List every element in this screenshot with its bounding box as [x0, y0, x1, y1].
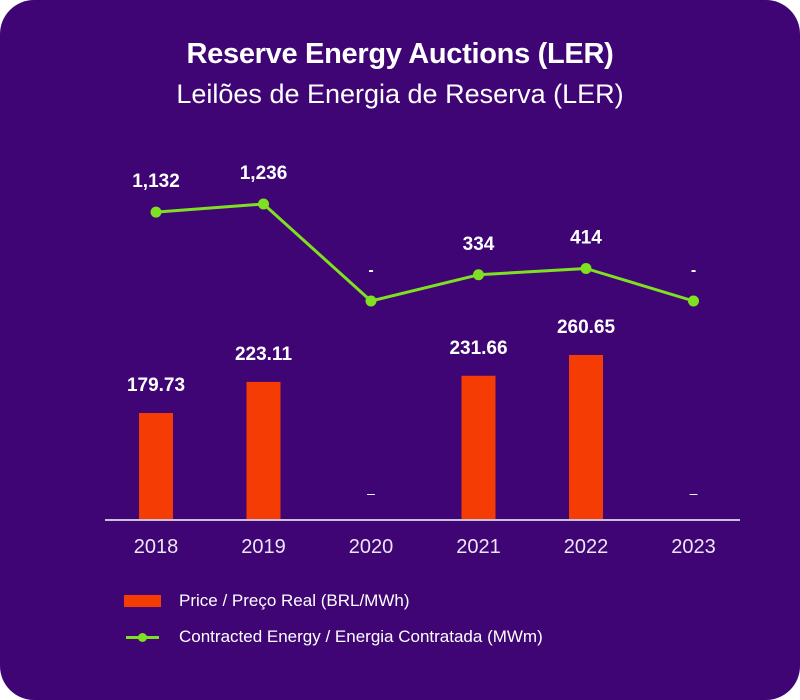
- bar-2019: [246, 381, 281, 520]
- energy-value-label-empty: -: [368, 262, 373, 279]
- legend-item-energy: Contracted Energy / Energia Contratada (…: [124, 624, 543, 650]
- energy-value-label-empty: -: [691, 262, 696, 279]
- bar-value-label-empty: –: [367, 485, 375, 501]
- chart-title: Reserve Energy Auctions (LER): [186, 38, 614, 70]
- energy-value-label: 334: [463, 234, 495, 255]
- bar-value-label: 260.65: [557, 317, 616, 338]
- energy-line: [155, 202, 694, 303]
- bar-value-label: 223.11: [235, 344, 292, 365]
- energy-point-2022: [580, 263, 592, 275]
- energy-value-label: 414: [570, 228, 602, 249]
- x-tick-label: 2020: [349, 536, 394, 558]
- bar-value-label: 231.66: [449, 338, 507, 359]
- bar-2022: [569, 354, 603, 520]
- legend-line-swatch: [124, 624, 161, 650]
- legend-label-price: Price / Preço Real (BRL/MWh): [179, 591, 410, 610]
- energy-point-2018: [150, 206, 162, 218]
- energy-point-2020: [365, 295, 377, 307]
- energy-point-2023: [688, 295, 699, 307]
- x-tick-label: 2022: [564, 536, 609, 558]
- bar-value-label-empty: –: [690, 485, 698, 501]
- energy-point-2019: [258, 198, 269, 210]
- energy-value-label: 1,132: [132, 171, 180, 192]
- bar-value-label: 179.73: [127, 375, 185, 396]
- chart-subtitle: Leilões de Energia de Reserva (LER): [176, 79, 624, 109]
- legend-bar-swatch: [124, 595, 161, 607]
- bar-2018: [139, 413, 173, 520]
- x-tick-label: 2018: [134, 536, 179, 558]
- x-tick-label: 2023: [671, 536, 716, 558]
- legend-item-price: Price / Preço Real (BRL/MWh): [124, 588, 543, 614]
- legend: Price / Preço Real (BRL/MWh) Contracted …: [124, 588, 543, 660]
- bar-2021: [461, 375, 496, 520]
- energy-value-label: 1,236: [240, 163, 288, 184]
- energy-point-2021: [473, 269, 484, 281]
- legend-label-energy: Contracted Energy / Energia Contratada (…: [179, 627, 543, 646]
- x-tick-label: 2019: [241, 536, 286, 558]
- x-tick-label: 2021: [456, 536, 501, 558]
